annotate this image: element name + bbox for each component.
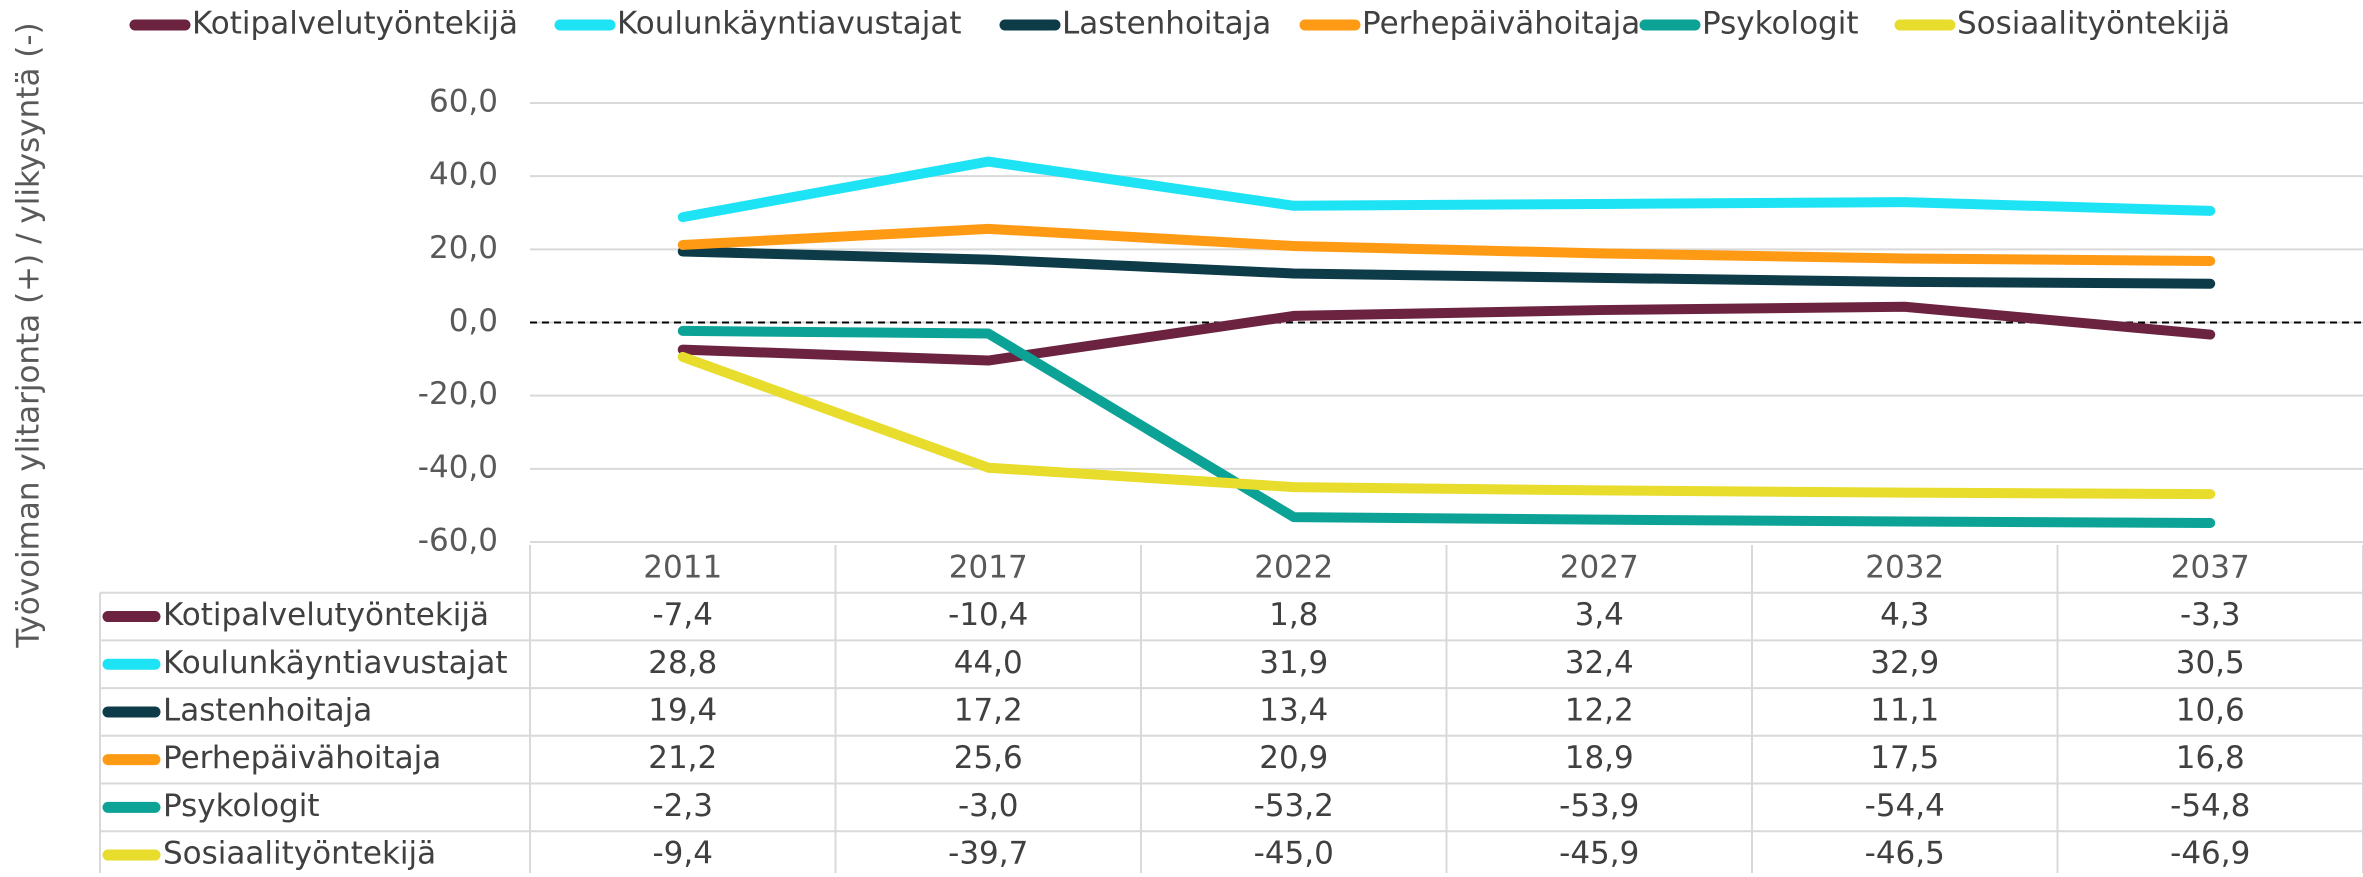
table-row-label: Psykologit — [163, 788, 319, 824]
table-cell: 3,4 — [1575, 597, 1624, 633]
y-tick-label: -40,0 — [418, 449, 498, 485]
table-cell: 32,4 — [1565, 645, 1634, 681]
y-tick-label: 40,0 — [429, 157, 498, 193]
table-row-label: Perhepäivähoitaja — [163, 740, 441, 776]
y-tick-label: -20,0 — [418, 376, 498, 412]
table-cell: -3,0 — [958, 788, 1019, 824]
table-cell: 4,3 — [1880, 597, 1929, 633]
table-row-label: Sosiaalityöntekijä — [163, 836, 436, 872]
table-cell: -53,9 — [1559, 788, 1639, 824]
table-cell: 31,9 — [1259, 645, 1328, 681]
table-cell: 28,8 — [648, 645, 717, 681]
table-cell: 44,0 — [954, 645, 1023, 681]
legend-label: Lastenhoitaja — [1062, 6, 1271, 42]
table-cell: 11,1 — [1870, 692, 1939, 728]
table-cell: 17,2 — [954, 692, 1023, 728]
series-line — [677, 246, 2216, 289]
table-cell: 17,5 — [1870, 740, 1939, 776]
series-line — [677, 325, 2216, 528]
y-tick-label: 60,0 — [429, 84, 498, 120]
table-cell: -45,0 — [1254, 836, 1334, 872]
legend-label: Sosiaalityöntekijä — [1957, 6, 2230, 42]
y-tick-label: -60,0 — [418, 523, 498, 559]
table-cell: 12,2 — [1565, 692, 1634, 728]
table-cell: 20,9 — [1259, 740, 1328, 776]
table-cell: -3,3 — [2180, 597, 2241, 633]
table-cell: 25,6 — [954, 740, 1023, 776]
table-cell: -45,9 — [1559, 836, 1639, 872]
x-tick-label: 2027 — [1560, 549, 1639, 585]
table-row-label: Kotipalvelutyöntekijä — [163, 597, 489, 633]
table-cell: -2,3 — [653, 788, 714, 824]
table-cell: 13,4 — [1259, 692, 1328, 728]
table-row-label: Lastenhoitaja — [163, 692, 372, 728]
table-cell: 19,4 — [648, 692, 717, 728]
x-tick-label: 2011 — [643, 549, 722, 585]
series-line — [677, 223, 2216, 267]
table-cell: -54,4 — [1865, 788, 1945, 824]
y-axis-label: Työvoiman ylitarjonta (+) / ylikysyntä (… — [11, 22, 47, 648]
series-line — [677, 301, 2216, 366]
table-cell: -46,5 — [1865, 836, 1945, 872]
table-cell: 10,6 — [2176, 692, 2245, 728]
x-tick-label: 2037 — [2171, 549, 2250, 585]
legend-label: Perhepäivähoitaja — [1362, 6, 1640, 42]
legend-label: Koulunkäyntiavustajat — [617, 6, 962, 42]
table-cell: 30,5 — [2176, 645, 2245, 681]
x-tick-label: 2022 — [1254, 549, 1333, 585]
table-cell: -7,4 — [653, 597, 714, 633]
table-cell: -39,7 — [948, 836, 1028, 872]
table-cell: -54,8 — [2170, 788, 2250, 824]
table-cell: -9,4 — [653, 836, 714, 872]
table-cell: 1,8 — [1269, 597, 1318, 633]
x-tick-label: 2017 — [949, 549, 1028, 585]
table-cell: -10,4 — [948, 597, 1028, 633]
table-cell: 18,9 — [1565, 740, 1634, 776]
table-cell: -46,9 — [2170, 836, 2250, 872]
series-line — [677, 351, 2216, 500]
x-tick-label: 2032 — [1865, 549, 1944, 585]
series-line — [677, 156, 2216, 223]
y-tick-label: 20,0 — [429, 230, 498, 266]
y-tick-label: 0,0 — [449, 303, 498, 339]
table-cell: 21,2 — [648, 740, 717, 776]
table-cell: 32,9 — [1870, 645, 1939, 681]
table-row-label: Koulunkäyntiavustajat — [163, 645, 508, 681]
legend-label: Psykologit — [1702, 6, 1858, 42]
table-cell: -53,2 — [1254, 788, 1334, 824]
legend-label: Kotipalvelutyöntekijä — [192, 6, 518, 42]
table-cell: 16,8 — [2176, 740, 2245, 776]
